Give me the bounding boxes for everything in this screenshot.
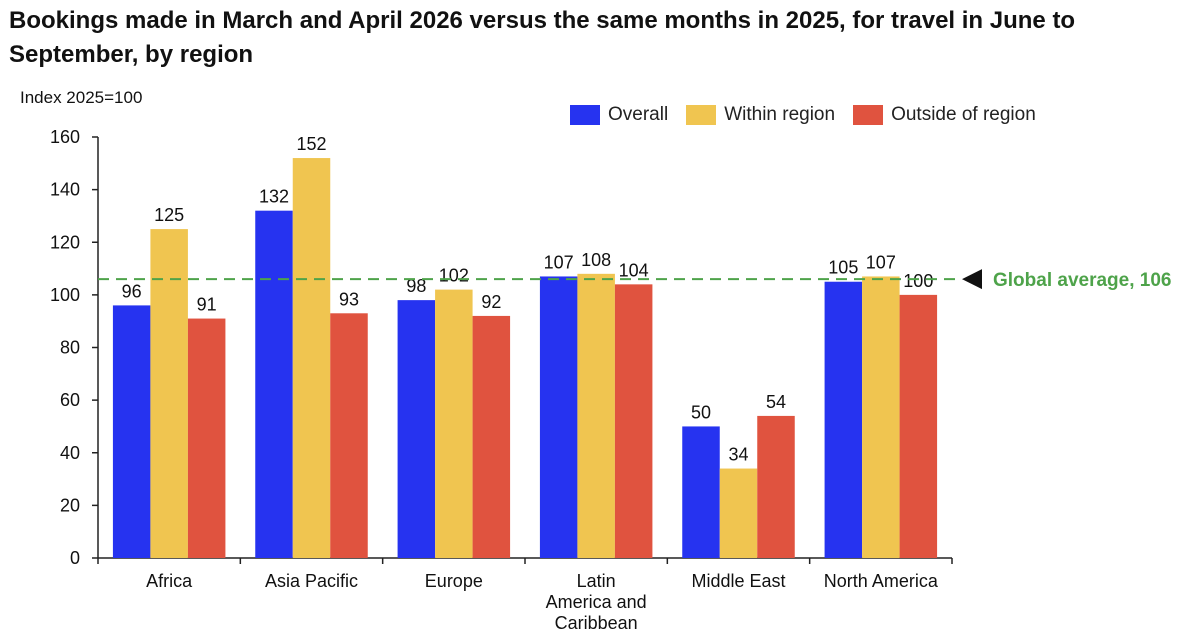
data-label: 105 [828,258,858,278]
y-tick-label: 80 [60,338,80,358]
data-label: 96 [122,281,142,301]
data-label: 125 [154,205,184,225]
data-label: 98 [406,276,426,296]
x-tick-label: Europe [425,571,483,591]
bar [539,276,578,558]
y-tick-label: 160 [50,127,80,147]
legend-item-within-region: Within region [686,104,835,126]
data-label: 92 [481,292,501,312]
legend-item-overall: Overall [570,104,668,126]
bar [150,229,188,558]
y-tick-label: 140 [50,180,80,200]
data-label: 91 [197,295,217,315]
x-tick-label: North America [824,571,939,591]
bar [824,281,863,558]
data-label: 54 [766,392,786,412]
data-label: 107 [866,252,896,272]
legend-swatch-outside-region [853,105,884,125]
bar [757,415,795,558]
bar [682,426,720,558]
legend-label-outside-region: Outside of region [891,104,1036,125]
data-label: 108 [581,250,611,270]
data-label: 102 [439,266,469,286]
y-tick-label: 0 [70,548,80,568]
data-label: 34 [728,445,748,465]
bar [577,273,615,558]
bar [899,294,938,558]
x-tick-label: Latin America and Caribbean [546,571,647,633]
data-label: 50 [691,402,711,422]
data-label: 104 [619,260,649,280]
y-tick-label: 120 [50,232,80,252]
data-label: 132 [259,187,289,207]
bar [187,318,226,558]
bar [397,300,436,558]
bar [112,305,151,558]
legend-label-within-region: Within region [724,104,836,125]
bar [472,315,511,558]
y-axis-label: Index 2025=100 [20,88,143,107]
y-tick-label: 60 [60,390,80,410]
bar [862,276,900,558]
legend-swatch-overall [570,105,600,125]
legend-item-outside-region: Outside of region [853,104,1036,126]
x-tick-label: Asia Pacific [265,571,358,591]
legend: Overall Within region Outside of region [570,104,1054,126]
bar [330,313,368,558]
y-tick-label: 100 [50,285,80,305]
bar [719,468,758,558]
data-label: 100 [903,271,933,291]
bar [292,158,331,559]
chart-title: Bookings made in March and April 2026 ve… [9,7,1076,68]
x-tick-label: Africa [146,571,193,591]
legend-swatch-within-region [686,105,717,125]
legend-label-overall: Overall [608,104,669,125]
bar [255,210,293,559]
global-average-pointer-icon [962,269,982,290]
global-average-label: Global average, 106 [993,270,1172,291]
x-tick-label: Middle East [691,571,785,591]
y-tick-label: 20 [60,495,80,515]
data-label: 107 [544,252,574,272]
data-label: 93 [339,289,359,309]
bar [435,289,473,558]
bar [614,284,653,558]
y-tick-label: 40 [60,443,80,463]
data-label: 152 [296,134,326,154]
